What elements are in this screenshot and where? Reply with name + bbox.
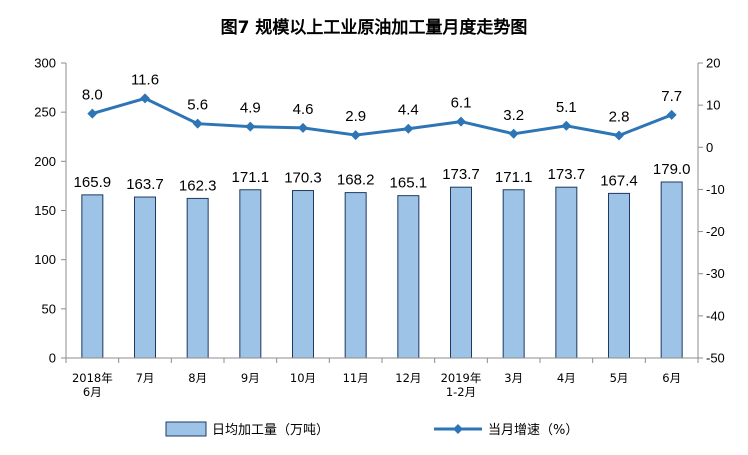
right-tick-label: 10 <box>706 98 720 113</box>
left-tick-label: 150 <box>34 203 56 218</box>
line-point <box>245 121 256 132</box>
right-tick-label: -30 <box>706 266 725 281</box>
left-tick-label: 200 <box>34 154 56 169</box>
bar <box>608 192 630 359</box>
bar <box>344 192 367 359</box>
bar <box>292 190 314 359</box>
legend: 日均加工量（万吨） 当月增速（%） <box>165 421 578 438</box>
chart-title: 图7 规模以上工业原油加工量月度走势图 <box>221 17 528 38</box>
bar <box>502 189 525 359</box>
x-tick-label: 10月 <box>290 371 316 385</box>
x-tick-label: 6月 <box>662 371 681 385</box>
line-point <box>350 130 361 141</box>
line-data-label: 8.0 <box>82 87 103 104</box>
line-data-label: 2.8 <box>609 108 630 125</box>
line-point <box>87 108 98 119</box>
bar-data-label: 162.3 <box>179 177 217 194</box>
line-data-label: 7.7 <box>661 88 682 105</box>
left-tick-label: 250 <box>34 105 56 120</box>
x-tick-label: 12月 <box>395 371 421 385</box>
bar <box>134 196 156 359</box>
left-tick-label: 100 <box>34 252 56 267</box>
bar-data-label: 168.2 <box>337 172 375 189</box>
line-data-label: 4.4 <box>398 102 419 119</box>
right-tick-label: -20 <box>706 224 725 239</box>
line-point <box>666 109 677 120</box>
line-data-label: 4.9 <box>240 100 261 117</box>
bar-data-label: 171.1 <box>495 169 533 186</box>
line-point <box>456 116 466 127</box>
bar-data-label: 171.1 <box>232 169 270 186</box>
x-tick-label: 2018年 <box>72 371 113 385</box>
bar <box>397 195 420 359</box>
bar-data-label: 165.1 <box>390 175 428 192</box>
line-data-label: 5.6 <box>187 97 208 114</box>
bar-data-label: 167.4 <box>600 172 638 189</box>
bar-data-label: 165.9 <box>74 174 112 191</box>
bar <box>555 186 578 359</box>
x-tick-label: 5月 <box>610 371 629 385</box>
line-data-label: 5.1 <box>556 99 577 116</box>
right-axis: -50 -40 -30 -20 -10 0 10 20 <box>697 56 725 366</box>
line-labels: 8.0 11.6 5.6 4.9 4.6 2.9 4.4 6.1 3.2 5.1 2.8 7.7 <box>82 71 682 125</box>
right-tick-label: -40 <box>706 308 725 323</box>
line-data-label: 4.6 <box>293 101 314 118</box>
bar-data-label: 173.7 <box>548 166 586 183</box>
bar <box>81 194 104 359</box>
right-tick-label: 20 <box>706 56 720 71</box>
x-tick-label: 11月 <box>343 371 369 385</box>
bar-data-label: 173.7 <box>442 166 480 183</box>
legend-bar-swatch <box>165 421 207 437</box>
bar-data-label: 179.0 <box>653 161 691 178</box>
right-tick-label: -10 <box>706 182 725 197</box>
legend-bar-label: 日均加工量（万吨） <box>212 423 329 438</box>
line-point <box>192 118 203 129</box>
right-tick-label: -50 <box>706 351 725 366</box>
bar <box>239 189 262 359</box>
x-tick-label: 4月 <box>557 371 576 385</box>
legend-line-label: 当月增速（%） <box>488 423 578 438</box>
line-data-label: 6.1 <box>451 95 472 112</box>
line-data-label: 3.2 <box>503 107 524 124</box>
x-tick-label: 6月 <box>83 385 102 399</box>
x-tick-label: 3月 <box>504 371 523 385</box>
bar <box>660 181 683 359</box>
line-point <box>614 130 624 141</box>
line-point <box>403 123 414 134</box>
left-tick-label: 0 <box>49 351 56 366</box>
bar-labels: 165.9 163.7 162.3 171.1 170.3 168.2 165.1 173.7… <box>74 161 691 194</box>
right-tick-label: 0 <box>706 140 713 155</box>
line-point <box>298 122 308 133</box>
line-series <box>87 93 677 141</box>
left-tick-label: 50 <box>42 301 56 316</box>
line-point <box>561 120 572 131</box>
line-point <box>508 128 519 139</box>
left-tick-label: 300 <box>34 56 56 71</box>
left-axis: 0 50 100 150 200 250 300 <box>34 56 67 366</box>
line-data-label: 2.9 <box>345 108 366 125</box>
bar <box>186 197 209 359</box>
x-tick-label: 1-2月 <box>446 385 476 399</box>
growth-line <box>91 96 673 137</box>
x-tick-label: 2019年 <box>441 371 482 385</box>
x-tick-label: 9月 <box>241 371 260 385</box>
bar <box>450 186 472 359</box>
x-tick-label: 8月 <box>188 371 207 385</box>
bar-data-label: 170.3 <box>284 170 322 187</box>
legend-line-marker <box>453 424 463 434</box>
line-data-label: 11.6 <box>131 71 159 88</box>
line-point <box>140 93 150 104</box>
bar-data-label: 163.7 <box>126 176 164 193</box>
bar-series <box>81 181 683 359</box>
x-tick-label: 7月 <box>136 371 155 385</box>
